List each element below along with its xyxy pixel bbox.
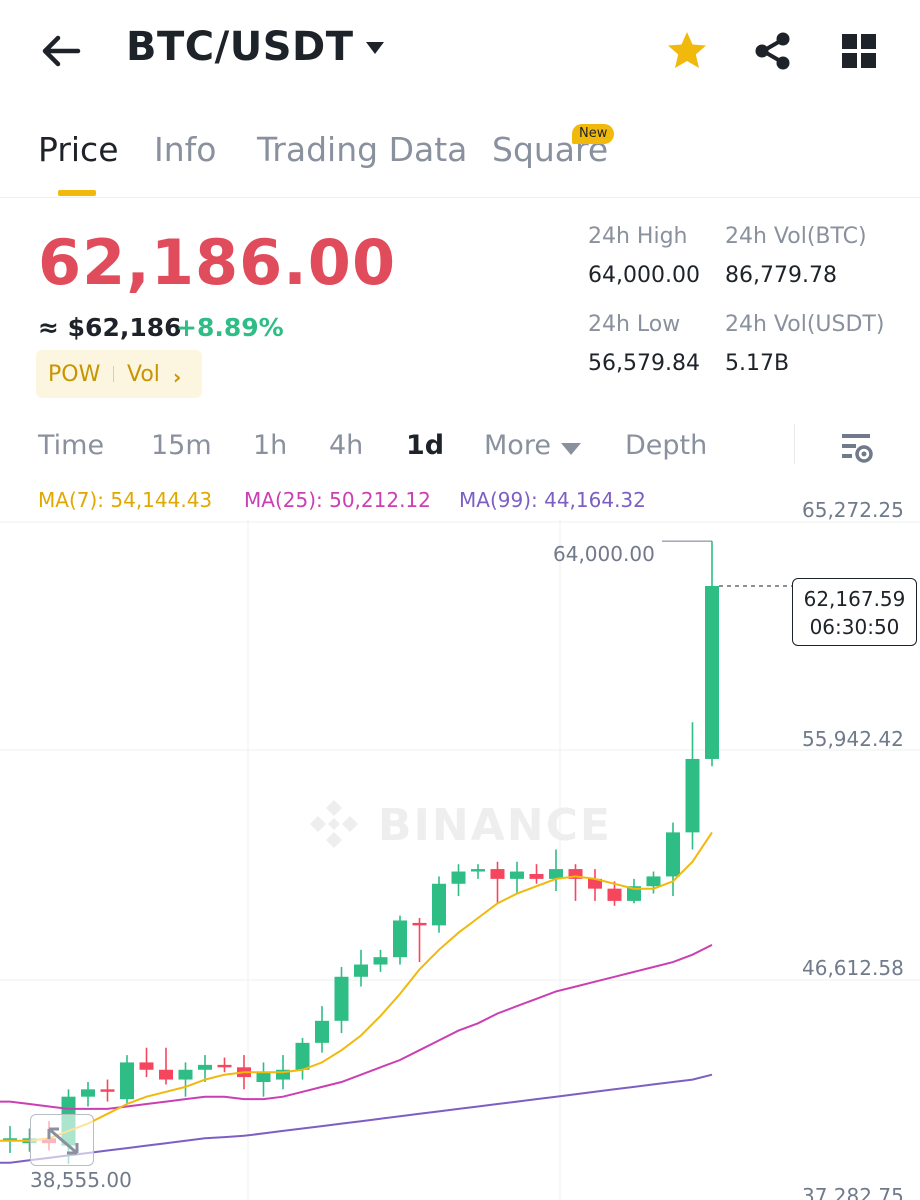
interval-4h[interactable]: 4h [329,430,364,461]
candle-body [81,1089,95,1097]
candle-body [412,922,427,926]
candle-body [3,1138,17,1141]
y-axis-tick: 55,942.42 [802,727,904,751]
ma7-line [0,831,713,1142]
tab-info[interactable]: Info [154,130,217,169]
chevron-right-icon: › [173,365,182,389]
candle-body [646,876,661,887]
stat-volusdt-label: 24h Vol(USDT) [725,312,885,337]
stat-high-label: 24h High [588,224,688,249]
share-icon[interactable] [750,28,796,74]
ma99-legend: MA(99): 44,164.32 [459,488,646,512]
tag-pow-vol[interactable]: POW Vol › [36,350,202,398]
price-change-percent: +8.89% [176,313,284,342]
candle-body [451,871,466,884]
active-tab-indicator [58,190,96,196]
candle-body [705,585,719,759]
current-price-value: 62,167.59 [803,587,906,611]
candle-body [295,1042,310,1070]
expand-chart-button[interactable] [30,1114,94,1166]
candle-body [666,832,680,877]
tag-vol: Vol [127,362,160,387]
binance-watermark: BINANCE [378,800,612,851]
candle-body [432,883,446,926]
candle-body [139,1062,154,1070]
stat-low-value: 56,579.84 [588,351,700,376]
candle-body [685,758,700,833]
stat-volbtc-label: 24h Vol(BTC) [725,224,867,249]
candle-body [315,1020,329,1043]
candle-body [471,869,485,872]
candle-body [588,878,602,889]
interval-more[interactable]: More [484,430,551,461]
candle-body [373,957,388,965]
candle-body [276,1069,290,1080]
candle-body [549,869,563,879]
ma7-legend: MA(7): 54,144.43 [38,488,213,512]
y-axis-tick: 65,272.25 [802,498,904,522]
y-axis-tick: 37,282.75 [802,1184,904,1200]
star-icon[interactable] [664,28,710,74]
candle-body [120,1062,134,1100]
interval-1d[interactable]: 1d [406,430,445,461]
interval-depth[interactable]: Depth [625,430,708,461]
tab-price[interactable]: Price [38,130,119,169]
expand-arrows-icon [47,1127,79,1155]
caret-down-icon[interactable] [364,40,386,56]
candle-body [198,1064,212,1070]
interval-time[interactable]: Time [38,430,105,461]
caret-down-icon[interactable] [560,442,582,456]
interval-15m[interactable]: 15m [151,430,212,461]
candle-body [217,1064,232,1068]
candle-body [100,1089,115,1092]
chart-settings-icon[interactable] [838,430,876,466]
candle-body [568,869,583,879]
price-fiat-approx: ≈ $62,186 [38,313,182,342]
pair-title[interactable]: BTC/USDT [126,24,354,70]
stat-volbtc-value: 86,779.78 [725,263,837,288]
y-axis-tick: 46,612.58 [802,956,904,980]
candle-body [490,869,505,879]
ma25-line [0,944,713,1110]
ma99-line [0,1073,713,1164]
candle-body [354,964,368,977]
top-bar: BTC/USDT [0,0,920,100]
tag-divider [113,366,114,382]
high-marker-label: 64,000.00 [553,542,655,566]
candle-body [529,873,544,879]
current-price-tag: 62,167.59 06:30:50 [792,578,917,646]
new-badge: New [572,124,615,144]
stat-volusdt-value: 5.17B [725,351,790,376]
candle-countdown: 06:30:50 [809,615,900,639]
ma25-legend: MA(25): 50,212.12 [244,488,431,512]
candle-body [159,1069,173,1080]
last-price: 62,186.00 [38,226,397,299]
tab-trading-data[interactable]: Trading Data [257,130,468,169]
interval-1h[interactable]: 1h [253,430,288,461]
candle-body [393,920,407,958]
candle-body [627,886,641,901]
candle-body [607,888,622,901]
back-arrow-icon[interactable] [38,28,84,74]
stat-low-label: 24h Low [588,312,681,337]
grid-icon[interactable] [838,30,880,72]
low-marker-label: 38,555.00 [30,1168,132,1192]
candle-body [256,1072,271,1082]
candle-body [178,1069,193,1080]
interval-bar: Time 15m 1h 4h 1d More Depth [0,420,920,482]
tag-pow: POW [48,362,101,387]
binance-logo-watermark [306,796,362,852]
candle-body [334,976,349,1021]
interval-divider [794,424,795,464]
stat-high-value: 64,000.00 [588,263,700,288]
tab-bar: Price Info Trading Data Square New [0,100,920,198]
candle-body [510,871,524,879]
